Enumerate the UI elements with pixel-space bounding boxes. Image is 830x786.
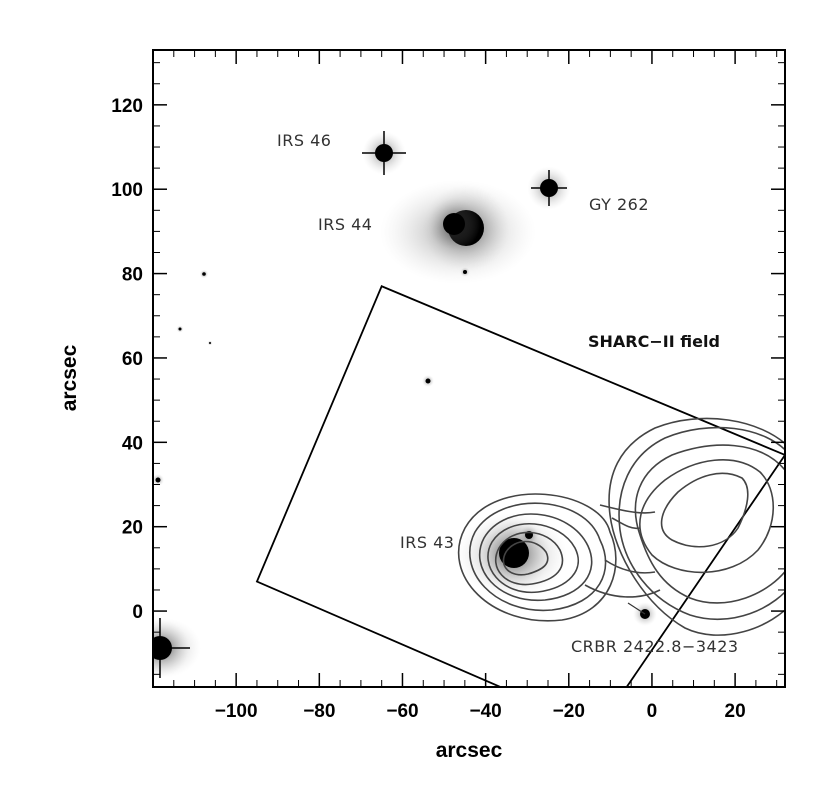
x-tick-label: −40 <box>470 701 502 722</box>
x-tick-label: 20 <box>725 701 746 722</box>
flux-contours <box>457 417 785 636</box>
star <box>422 375 434 387</box>
star <box>199 269 209 279</box>
y-tick-label: 20 <box>122 518 143 539</box>
star <box>153 618 190 678</box>
source-label: GY 262 <box>589 195 649 214</box>
star <box>153 474 164 486</box>
x-tick-label: −100 <box>215 701 258 722</box>
crbr-pointer <box>627 602 646 615</box>
x-tick-label: −80 <box>303 701 335 722</box>
stars <box>153 131 657 678</box>
star <box>460 267 470 277</box>
y-tick-label: 0 <box>132 602 143 623</box>
star <box>362 131 406 175</box>
source-label: IRS 46 <box>277 131 331 150</box>
x-axis-ticks: −100 −80 −60 −40 −20 0 20 <box>152 50 778 722</box>
star <box>176 325 184 333</box>
nebulosity <box>153 180 567 678</box>
x-tick-label: −20 <box>553 701 585 722</box>
y-tick-label: 120 <box>111 96 143 117</box>
star <box>207 340 213 346</box>
y-axis-ticks: 0 20 40 60 80 100 120 <box>111 62 785 675</box>
star <box>427 197 481 251</box>
source-labels: IRS 46 GY 262 IRS 44 IRS 43 CRBR 2422.8−3423 <box>277 131 739 656</box>
source-label: IRS 44 <box>318 215 372 234</box>
star <box>527 166 571 210</box>
source-label: IRS 43 <box>400 533 454 552</box>
x-tick-label: 0 <box>647 701 658 722</box>
sharc-ii-field-label: SHARC−II field <box>588 332 720 351</box>
plot-frame <box>152 49 786 688</box>
y-tick-label: 40 <box>122 433 143 454</box>
sharc-ii-field-box <box>255 285 785 687</box>
x-tick-label: −60 <box>386 701 418 722</box>
y-axis-title: arcsec <box>58 344 81 411</box>
plot-area <box>153 131 785 687</box>
y-tick-label: 80 <box>122 265 143 286</box>
source-label: CRBR 2422.8−3423 <box>571 637 739 656</box>
y-tick-label: 60 <box>122 349 143 370</box>
x-axis-title: arcsec <box>436 739 503 762</box>
y-tick-label: 100 <box>111 180 143 201</box>
